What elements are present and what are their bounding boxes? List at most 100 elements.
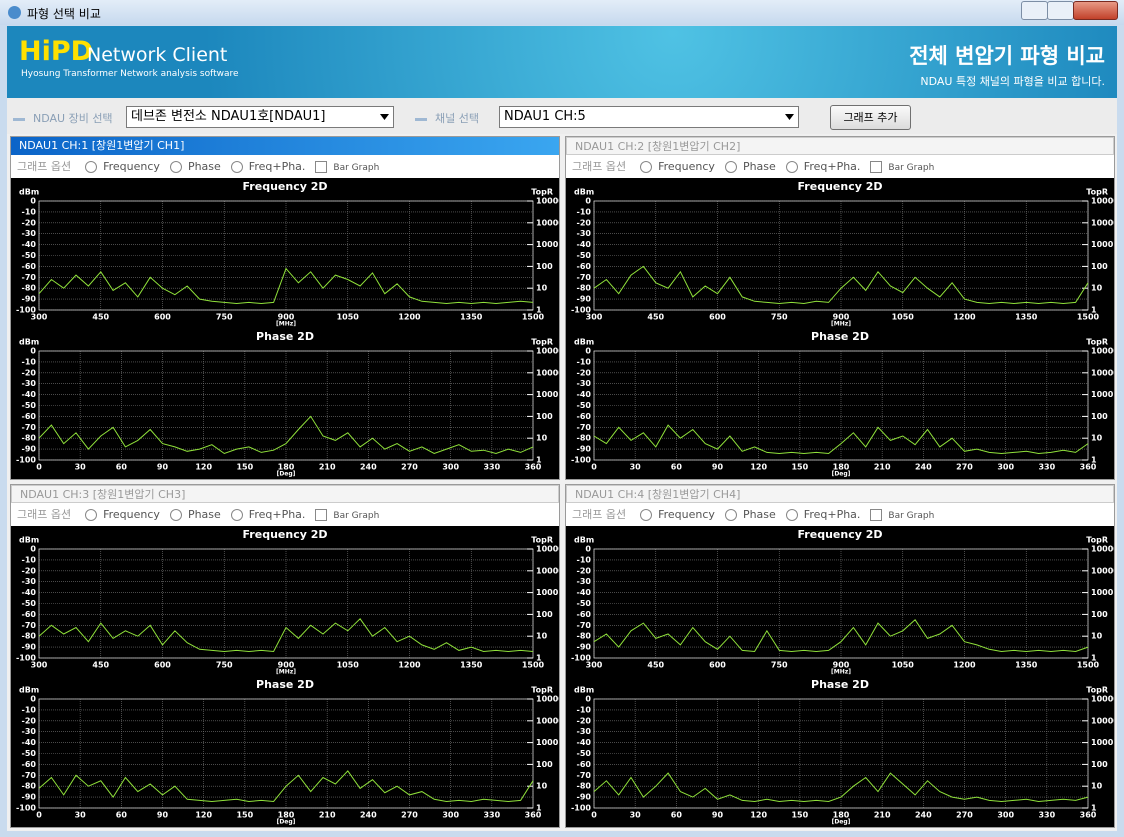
x-tick-label: 60 — [671, 811, 683, 820]
channel-panel: NDAU1 CH:4 [창원1변압기 CH4] 그래프 옵션 Frequency Ph… — [565, 484, 1115, 828]
checkbox[interactable] — [315, 161, 328, 173]
radio-label[interactable]: Frequency — [103, 508, 160, 521]
radio-label[interactable]: Phase — [742, 160, 776, 173]
x-tick-label: 300 — [586, 661, 603, 670]
x-tick-label: 90 — [712, 463, 724, 472]
radio-button[interactable] — [169, 161, 182, 173]
y2-tick-label: 1000 — [536, 390, 559, 399]
x-axis-label: [MHz] — [831, 669, 851, 676]
x-tick-label: 150 — [236, 811, 253, 820]
chart-title: Phase 2D — [256, 678, 314, 691]
x-tick-label: 1500 — [1077, 313, 1100, 322]
y-tick-label: -50 — [22, 251, 37, 260]
y-tick-label: 0 — [585, 197, 591, 206]
channel-label-wrap: 채널 선택 — [415, 110, 479, 126]
checkbox[interactable] — [870, 509, 883, 521]
x-axis-label: [MHz] — [276, 669, 296, 676]
radio-label[interactable]: Freq+Pha. — [803, 508, 861, 521]
add-graph-button[interactable]: 그래프 추가 — [830, 105, 911, 130]
y2-tick-label: 10 — [536, 284, 548, 293]
x-tick-label: 180 — [833, 463, 850, 472]
radio-label[interactable]: Freq+Pha. — [248, 160, 306, 173]
x-tick-label: 1050 — [892, 313, 915, 322]
channel-panel: NDAU1 CH:1 [창원1변압기 CH1] 그래프 옵션 Frequency Ph… — [10, 136, 560, 480]
radio-label[interactable]: Frequency — [658, 508, 715, 521]
y-tick-label: -60 — [22, 412, 37, 421]
waveform-line — [38, 618, 534, 653]
radio-label[interactable]: Freq+Pha. — [248, 508, 306, 521]
waveform-line — [593, 265, 1089, 305]
y-tick-label: -10 — [22, 555, 37, 564]
radio-label[interactable]: Phase — [187, 508, 221, 521]
checkbox-label[interactable]: Bar Graph — [333, 163, 380, 173]
radio-label[interactable]: Frequency — [658, 160, 715, 173]
x-tick-label: 1350 — [1015, 661, 1038, 670]
y2-tick-label: 10 — [1091, 284, 1103, 293]
device-select[interactable]: 데브존 변전소 NDAU1호[NDAU1] — [126, 106, 394, 128]
radio-button[interactable] — [85, 509, 98, 521]
x-tick-label: 300 — [31, 313, 48, 322]
y-tick-label: -30 — [22, 229, 37, 238]
y2-tick-label: 1 — [1091, 456, 1097, 465]
y-tick-label: -50 — [22, 599, 37, 608]
y-axis-label: dBm — [19, 188, 39, 197]
radio-button[interactable] — [230, 161, 243, 173]
radio-label[interactable]: Phase — [187, 160, 221, 173]
y-tick-label: -60 — [22, 610, 37, 619]
x-tick-label: 270 — [956, 811, 973, 820]
page-subtitle: NDAU 특정 채널의 파형을 비교 합니다. — [920, 75, 1105, 88]
x-tick-label: 360 — [525, 463, 542, 472]
plot-frame — [593, 548, 1089, 659]
maximize-button[interactable] — [1047, 1, 1074, 20]
x-tick-label: 1500 — [522, 661, 545, 670]
radio-button[interactable] — [724, 161, 737, 173]
checkbox[interactable] — [315, 509, 328, 521]
checkbox[interactable] — [870, 161, 883, 173]
chart-title: Frequency 2D — [798, 180, 883, 193]
x-tick-label: 240 — [360, 463, 377, 472]
minimize-button[interactable] — [1021, 1, 1048, 20]
channel-select[interactable]: NDAU1 CH:5 — [499, 106, 799, 128]
x-tick-label: 240 — [915, 811, 932, 820]
y2-tick-label: 1 — [536, 654, 542, 663]
y2-tick-label: 100000 — [1091, 347, 1114, 356]
option-label: 그래프 옵션 — [17, 508, 72, 521]
y-tick-label: -100 — [571, 306, 591, 315]
radio-button[interactable] — [85, 161, 98, 173]
radio-label[interactable]: Phase — [742, 508, 776, 521]
radio-label[interactable]: Frequency — [103, 160, 160, 173]
radio-button[interactable] — [230, 509, 243, 521]
chart: Frequency 2D dBm TopR 0-10 -20 -30 -40 -50 -60 -7… — [16, 180, 559, 328]
radio-button[interactable] — [724, 509, 737, 521]
close-button[interactable] — [1073, 1, 1118, 20]
checkbox-label[interactable]: Bar Graph — [333, 511, 380, 521]
y-tick-label: -10 — [22, 357, 37, 366]
radio-label[interactable]: Freq+Pha. — [803, 160, 861, 173]
y-tick-label: -80 — [577, 632, 592, 641]
radio-button[interactable] — [785, 509, 798, 521]
x-tick-label: 900 — [278, 313, 295, 322]
waveform-line — [593, 619, 1089, 653]
x-tick-label: 600 — [709, 661, 726, 670]
x-tick-label: 1050 — [892, 661, 915, 670]
y-tick-label: -10 — [577, 555, 592, 564]
y-tick-label: 0 — [585, 695, 591, 704]
y-tick-label: -90 — [22, 295, 37, 304]
radio-button[interactable] — [169, 509, 182, 521]
checkbox-label[interactable]: Bar Graph — [888, 511, 935, 521]
y2-axis-label: TopR — [531, 188, 553, 197]
channel-value: NDAU1 CH:5 — [504, 109, 586, 124]
x-tick-label: 1350 — [460, 313, 483, 322]
y-tick-label: -40 — [577, 738, 592, 747]
x-tick-label: 0 — [36, 463, 42, 472]
radio-button[interactable] — [640, 161, 653, 173]
x-tick-label: 450 — [647, 313, 664, 322]
radio-button[interactable] — [640, 509, 653, 521]
checkbox-label[interactable]: Bar Graph — [888, 163, 935, 173]
x-tick-label: 300 — [442, 463, 459, 472]
y-tick-label: -30 — [22, 727, 37, 736]
plot-frame — [593, 698, 1089, 809]
radio-button[interactable] — [785, 161, 798, 173]
